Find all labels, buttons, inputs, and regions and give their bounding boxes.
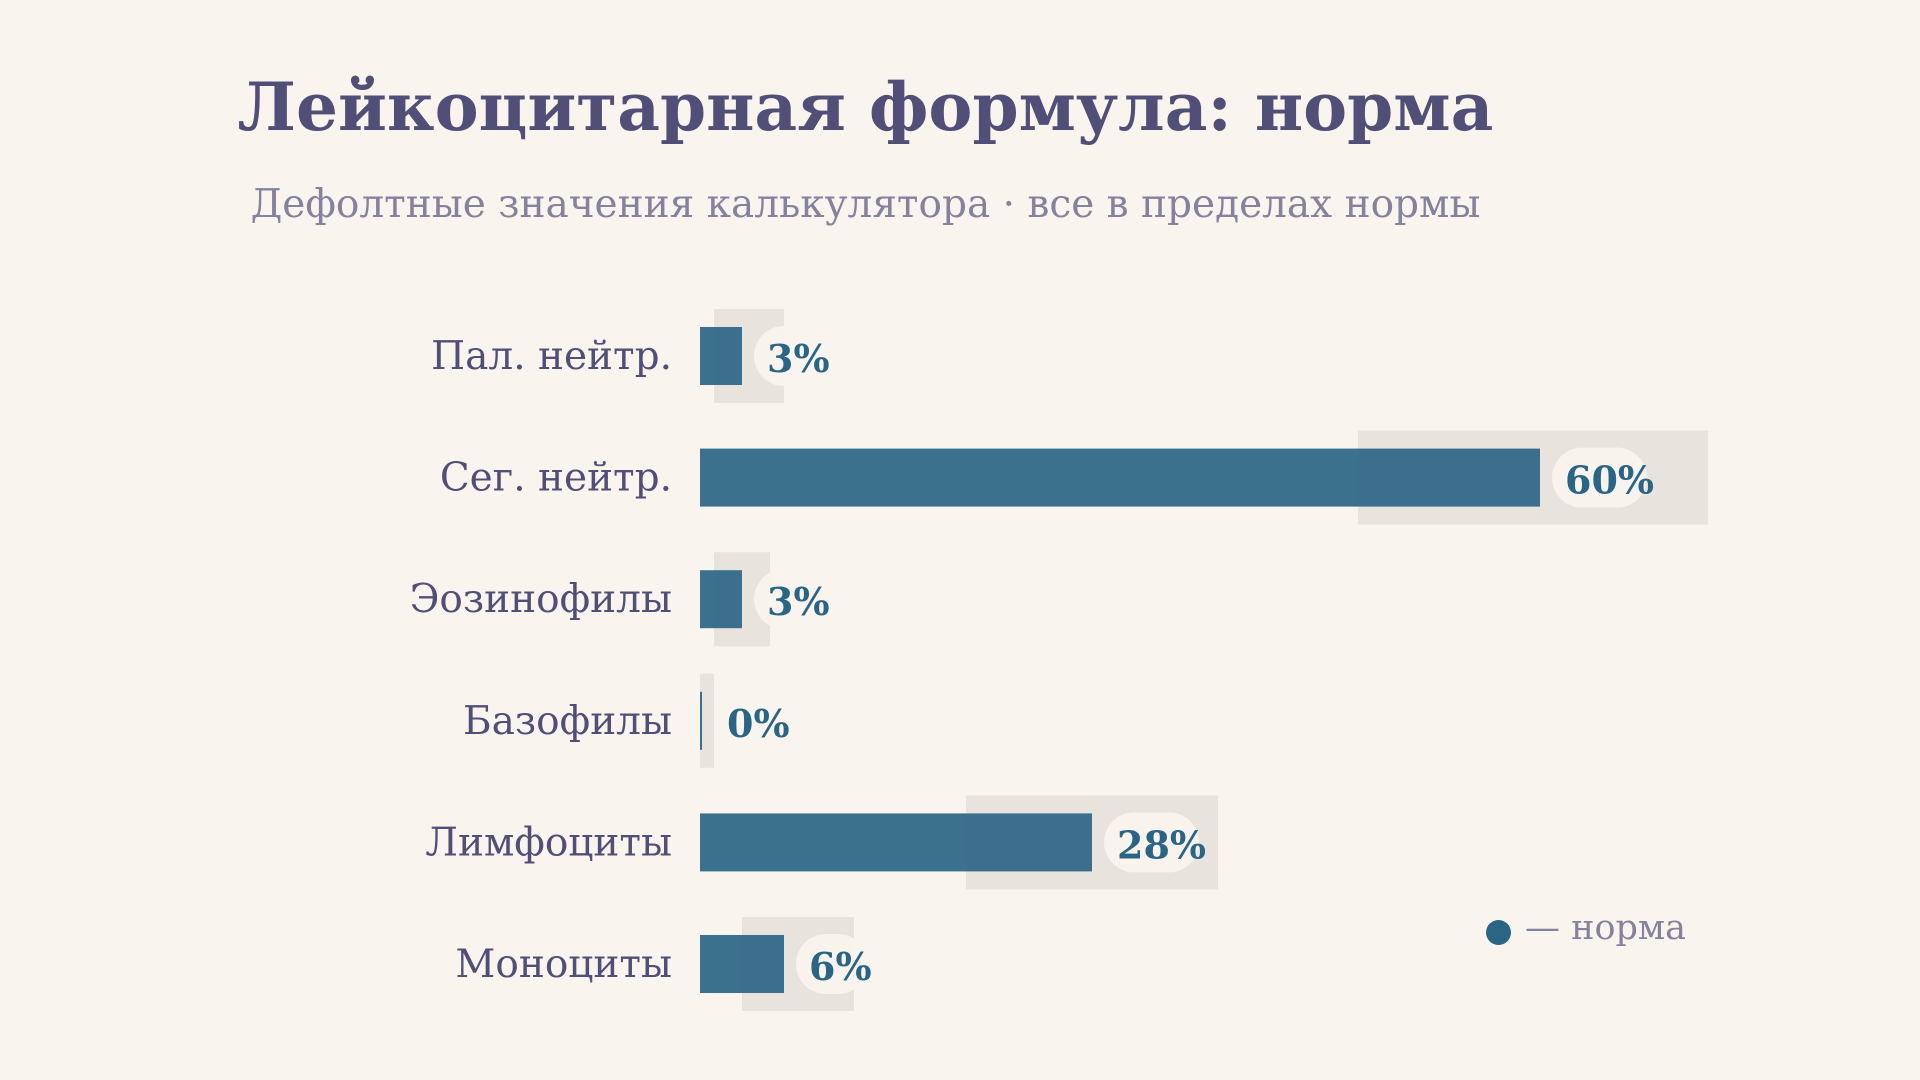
- bar: [700, 935, 784, 993]
- category-label: Эозинофилы: [410, 577, 672, 622]
- value-label: 3%: [767, 336, 830, 381]
- value-label: 6%: [809, 944, 872, 989]
- bar-row: Лимфоциты 28%: [425, 795, 1218, 890]
- category-label: Сег. нейтр.: [440, 456, 672, 501]
- bar-row: Сег. нейтр. 60%: [440, 430, 1708, 525]
- value-label: 0%: [727, 701, 790, 746]
- value-label-bg: [796, 934, 868, 994]
- bar: [700, 448, 1540, 507]
- category-label: Моноциты: [455, 942, 672, 987]
- legend-label: — норма: [1525, 908, 1687, 948]
- legend: — норма: [1486, 908, 1686, 948]
- bar: [700, 691, 702, 750]
- bar-row: Эозинофилы 3%: [410, 552, 830, 647]
- category-label: Лимфоциты: [425, 820, 672, 865]
- value-label-bg: [714, 690, 786, 751]
- bar-row: Базофилы 0%: [463, 673, 790, 768]
- category-label: Базофилы: [463, 699, 672, 744]
- bar: [700, 570, 742, 629]
- category-label: Пал. нейтр.: [431, 334, 672, 379]
- normal-range-band: [700, 673, 714, 768]
- chart-title: Лейкоцитарная формула: норма: [237, 68, 1494, 146]
- bar: [700, 327, 742, 385]
- value-label-bg: [754, 569, 826, 630]
- chart-subtitle: Дефолтные значения калькулятора · все в …: [250, 182, 1481, 227]
- legend-marker: [1486, 919, 1511, 945]
- bar: [700, 813, 1092, 872]
- value-label-bg: [1552, 447, 1647, 508]
- value-label-bg: [754, 326, 826, 386]
- value-label: 3%: [767, 579, 830, 624]
- bar-row: Моноциты 6%: [455, 917, 872, 1011]
- bar-row: Пал. нейтр. 3%: [431, 309, 830, 403]
- value-label-bg: [1104, 812, 1199, 873]
- value-label: 60%: [1565, 458, 1654, 503]
- value-label: 28%: [1117, 822, 1206, 867]
